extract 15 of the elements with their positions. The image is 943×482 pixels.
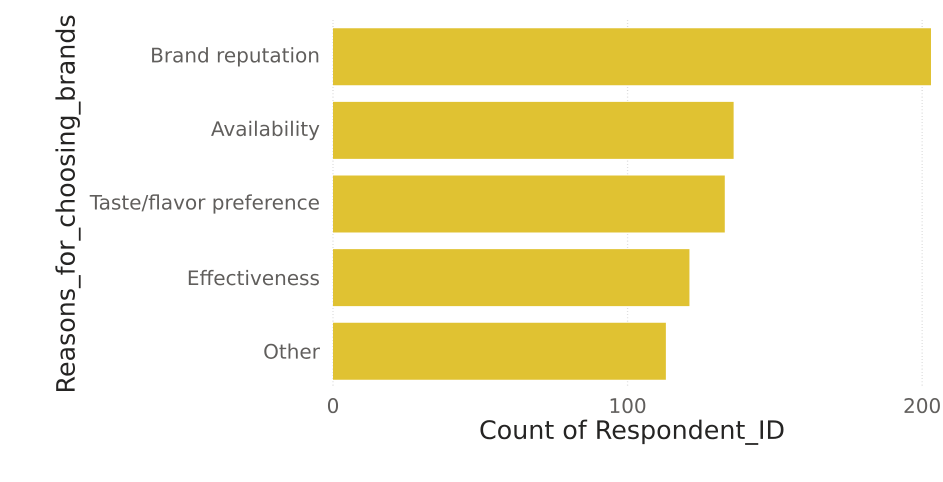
x-tick-label: 200 — [904, 398, 940, 414]
y-tick-label: Other — [264, 343, 320, 359]
bar — [333, 249, 690, 306]
bar — [333, 322, 666, 380]
y-tick-label: Brand reputation — [152, 47, 318, 66]
x-tick-label: 0 — [328, 398, 338, 414]
bar — [333, 28, 931, 86]
x-tick-label: 100 — [610, 398, 646, 414]
y-tick-label: Availability — [211, 120, 320, 140]
y-tick-label: Effectiveness — [188, 270, 319, 286]
y-axis-title: Reasons_for_choosing_brands — [55, 16, 81, 392]
bar — [333, 176, 725, 232]
x-axis-title: Count of Respondent_ID — [480, 420, 784, 445]
bar — [333, 102, 734, 159]
y-tick-label: Taste/flavor preference — [90, 194, 319, 214]
